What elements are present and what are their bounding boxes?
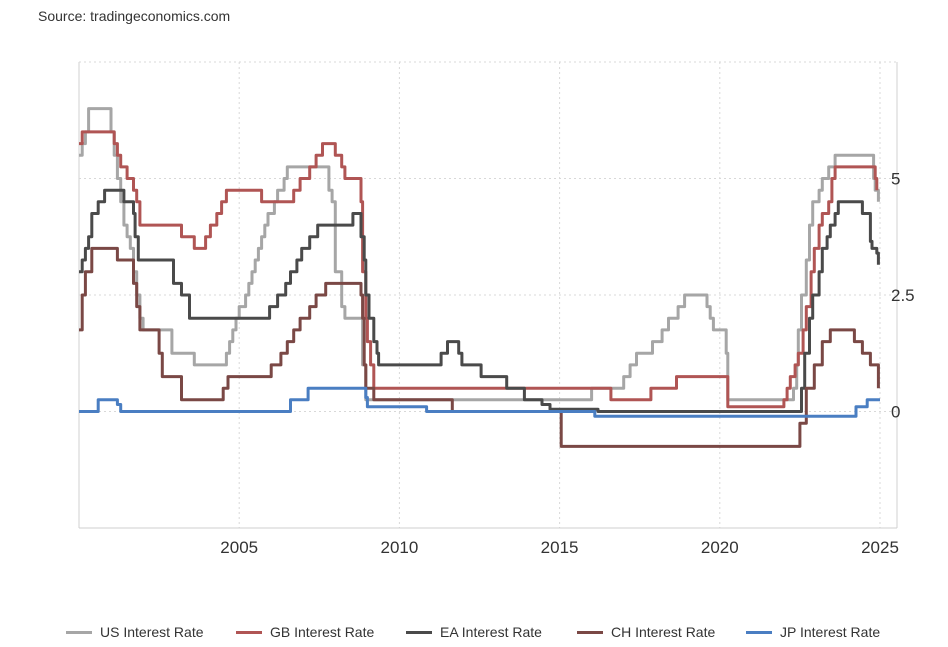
x-tick-label: 2025 bbox=[861, 538, 899, 557]
series-layer bbox=[79, 107, 880, 448]
series-line-us bbox=[79, 107, 880, 402]
axes: 2005 2010 2015 2020 2025 5 2.5 0 bbox=[79, 170, 915, 557]
source-label: Source: tradingeconomics.com bbox=[38, 8, 231, 24]
series-line-ch bbox=[79, 246, 880, 448]
legend-label: US Interest Rate bbox=[100, 624, 204, 640]
y-tick-label: 0 bbox=[891, 403, 900, 422]
legend-item-us[interactable]: US Interest Rate bbox=[66, 624, 204, 640]
x-tick-label: 2015 bbox=[541, 538, 579, 557]
legend-item-ea[interactable]: EA Interest Rate bbox=[406, 624, 542, 640]
x-tick-label: 2020 bbox=[701, 538, 739, 557]
legend-label: GB Interest Rate bbox=[270, 624, 375, 640]
series-line-gb bbox=[79, 130, 879, 409]
grid bbox=[78, 61, 898, 529]
series-line-ea bbox=[79, 188, 880, 413]
legend-item-ch[interactable]: CH Interest Rate bbox=[577, 624, 715, 640]
legend-label: JP Interest Rate bbox=[780, 624, 881, 640]
y-tick-label: 2.5 bbox=[891, 286, 915, 305]
x-tick-label: 2005 bbox=[220, 538, 258, 557]
legend-label: EA Interest Rate bbox=[440, 624, 542, 640]
legend-swatch bbox=[406, 630, 432, 634]
legend-item-jp[interactable]: JP Interest Rate bbox=[746, 624, 880, 640]
legend-swatch bbox=[66, 630, 92, 634]
legend-swatch bbox=[577, 630, 603, 634]
legend-swatch bbox=[746, 630, 772, 634]
legend: US Interest Rate GB Interest Rate EA Inter… bbox=[0, 624, 948, 646]
series-line-jp bbox=[79, 386, 880, 418]
legend-label: CH Interest Rate bbox=[611, 624, 716, 640]
legend-swatch bbox=[236, 630, 262, 634]
x-tick-label: 2010 bbox=[380, 538, 418, 557]
y-tick-label: 5 bbox=[891, 170, 900, 189]
legend-item-gb[interactable]: GB Interest Rate bbox=[236, 624, 374, 640]
